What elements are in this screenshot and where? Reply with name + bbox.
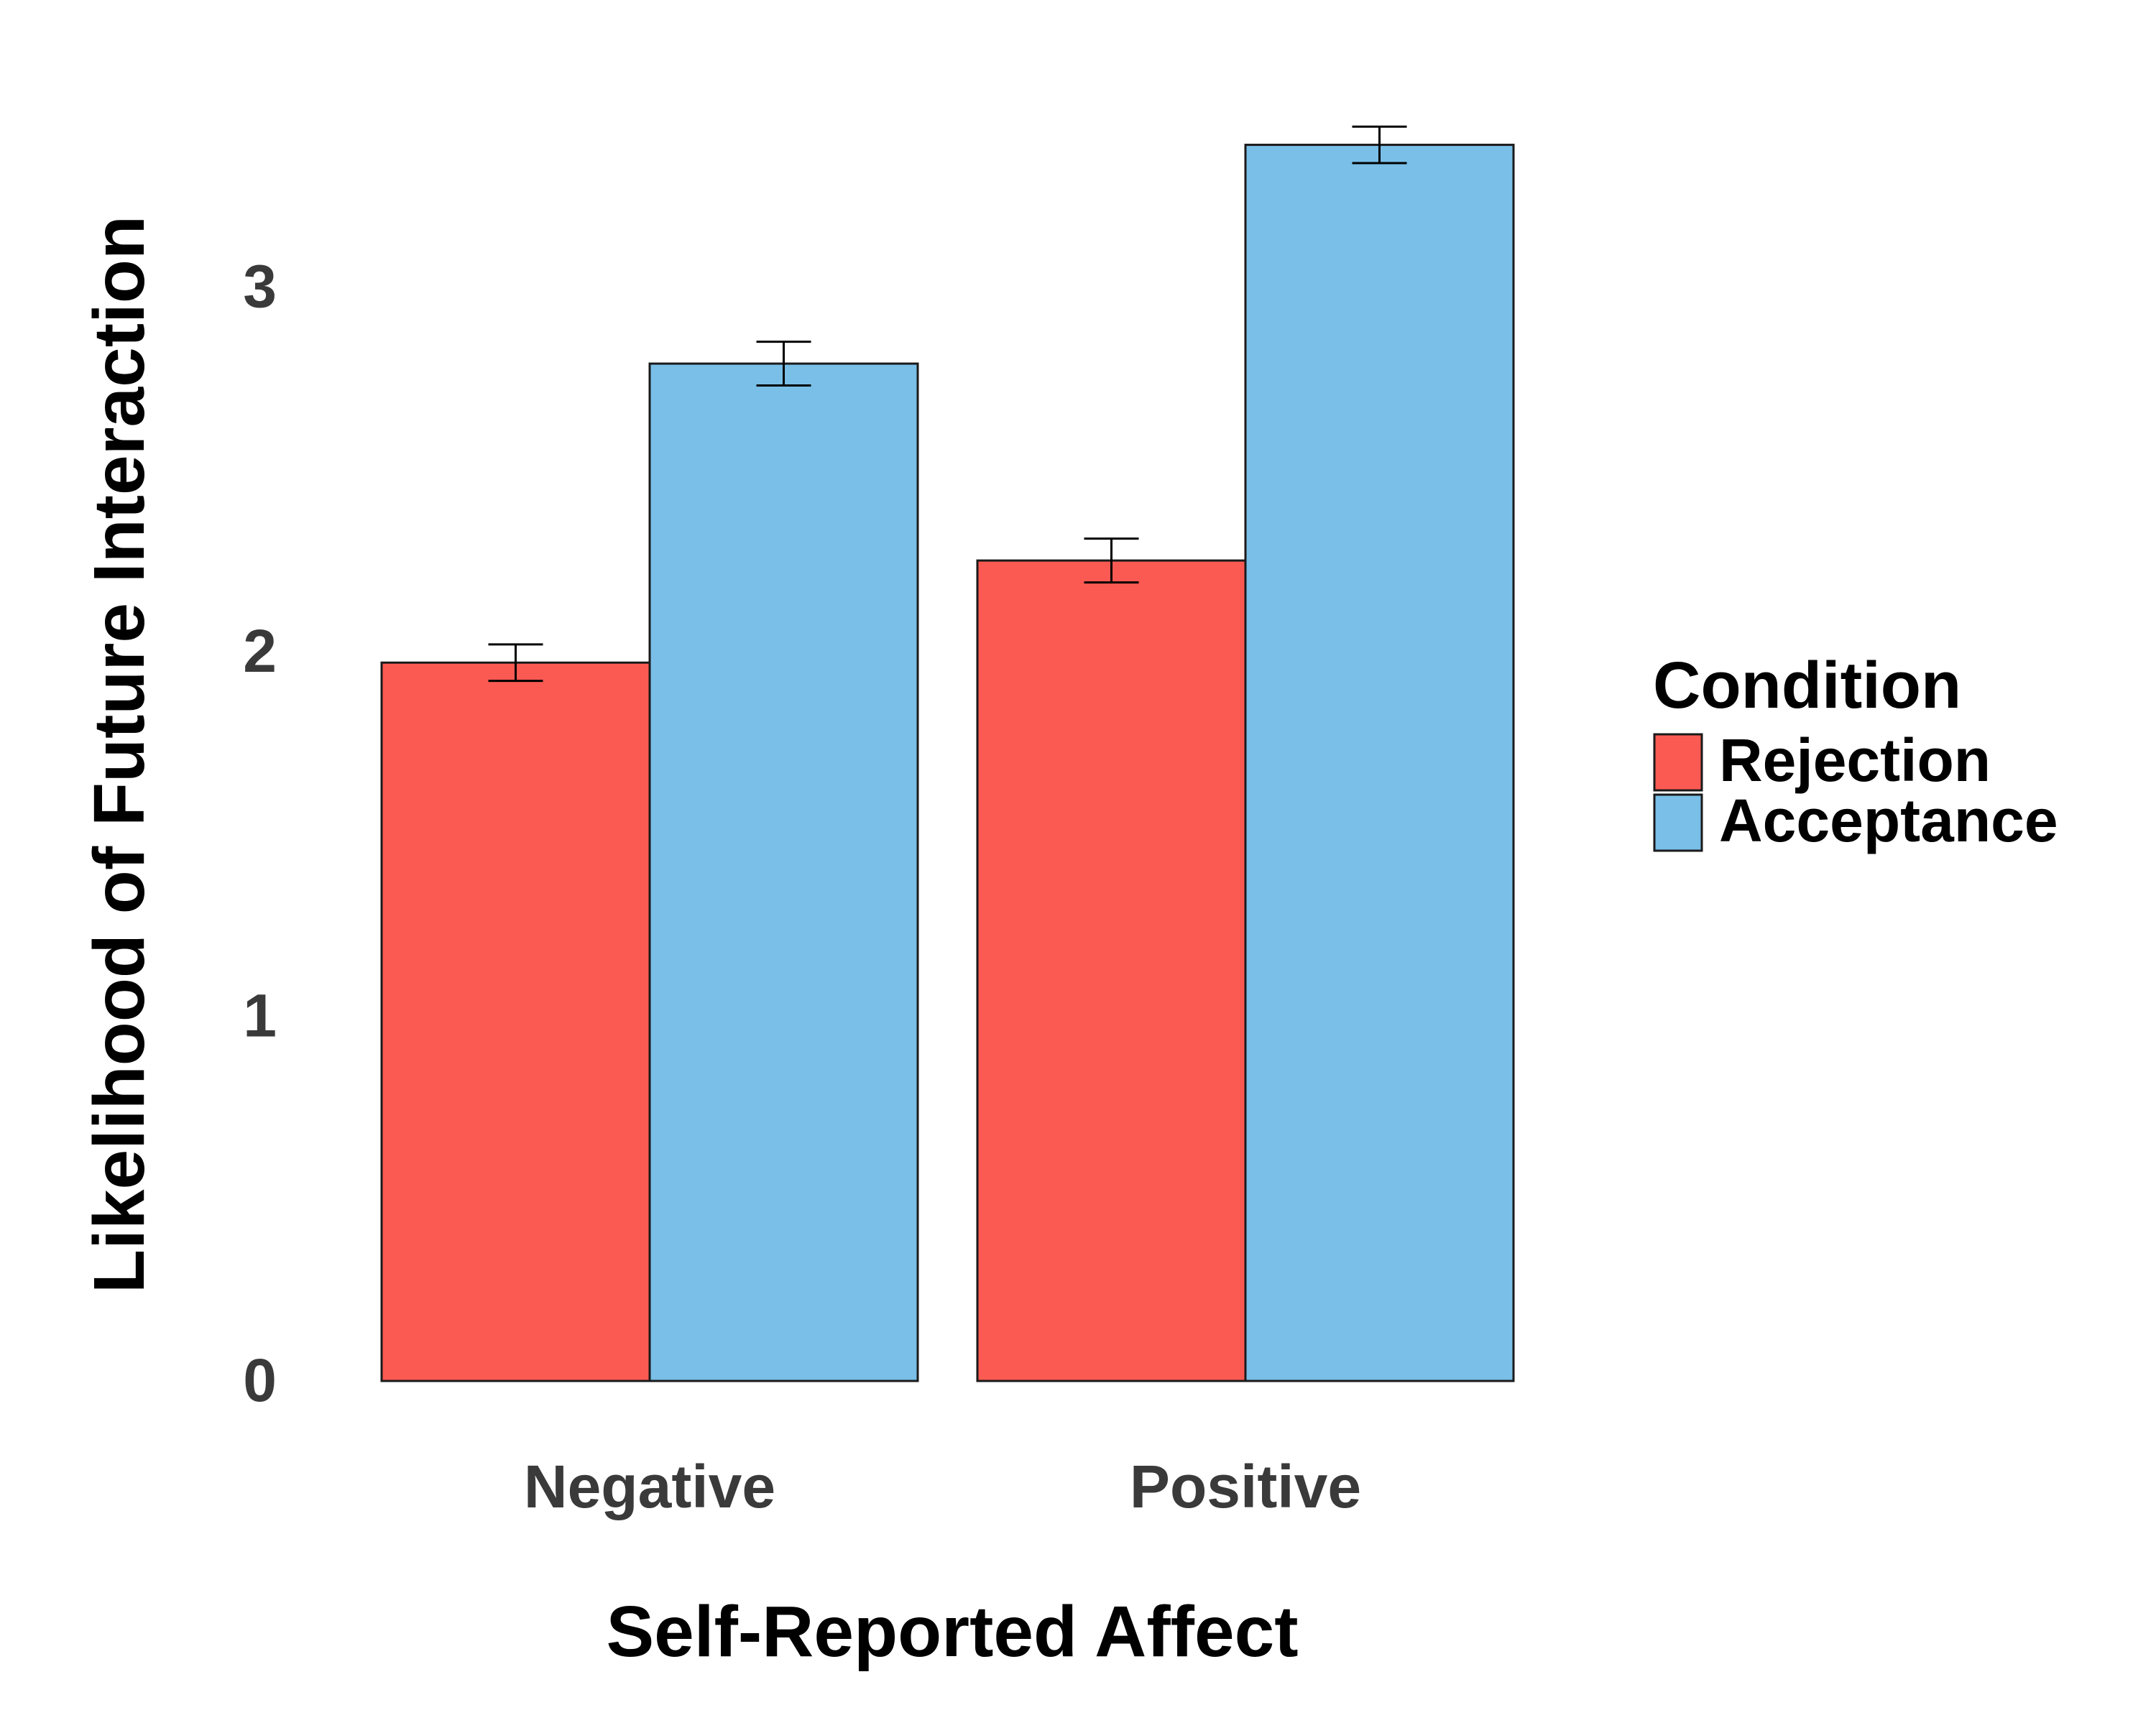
legend-swatch-acceptance [1653, 793, 1703, 852]
y-tick-labels: 0 1 2 3 [243, 253, 277, 1415]
bars-layer [380, 144, 1515, 1382]
legend-title: Condition [1653, 649, 1961, 722]
legend-label-acceptance: Acceptance [1719, 787, 2058, 854]
bar-negative-acceptance [648, 362, 919, 1382]
x-tick-label: Positive [1130, 1453, 1361, 1520]
y-tick-label: 3 [243, 253, 277, 320]
error-bars-layer [488, 125, 1407, 683]
legend-swatch-rejection [1653, 733, 1703, 792]
error-bar-negative-rejection [488, 643, 543, 683]
y-axis-title: Likelihood of Future Interaction [79, 216, 160, 1293]
y-tick-label: 1 [243, 982, 277, 1050]
y-tick-label: 2 [243, 617, 277, 685]
bar-positive-acceptance [1244, 144, 1515, 1382]
x-tick-label: Negative [524, 1453, 775, 1520]
error-bar-positive-rejection [1084, 537, 1139, 584]
y-tick-label: 0 [243, 1346, 277, 1414]
x-tick-labels: Negative Positive [524, 1453, 1361, 1520]
bar-positive-rejection [976, 559, 1247, 1382]
error-bar-positive-acceptance [1352, 125, 1407, 165]
error-bar-negative-acceptance [756, 341, 811, 387]
x-axis-title: Self-Reported Affect [606, 1591, 1298, 1672]
bar-negative-rejection [380, 661, 651, 1382]
legend-label-rejection: Rejection [1719, 726, 1991, 794]
